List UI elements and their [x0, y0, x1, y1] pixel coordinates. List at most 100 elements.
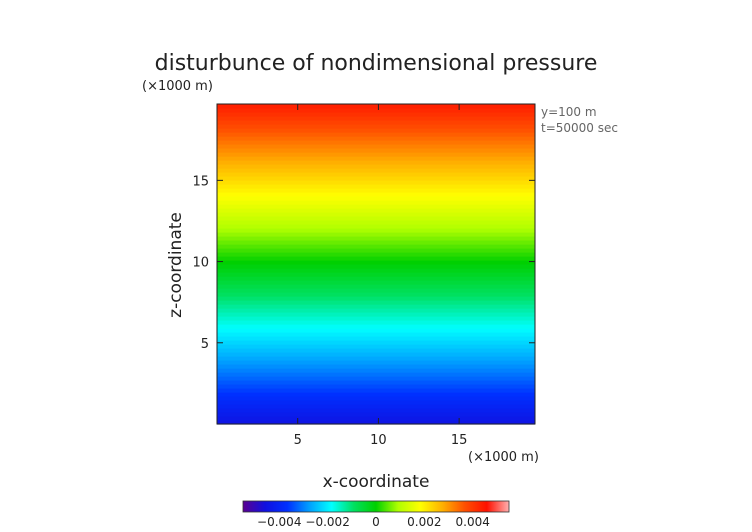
heatmap-cell	[217, 160, 535, 165]
heatmap-cell	[217, 324, 535, 329]
heatmap-cell	[217, 144, 535, 149]
colorbar-tick-label: 0.002	[407, 515, 441, 529]
y-tick-label: 15	[192, 174, 209, 189]
heatmap-cell	[217, 252, 535, 257]
heatmap-cell	[217, 248, 535, 253]
heatmap-cell	[217, 152, 535, 157]
heatmap-cell	[217, 404, 535, 409]
heatmap-cell	[217, 184, 535, 189]
heatmap-cell	[217, 208, 535, 213]
heatmap-cell	[217, 192, 535, 197]
annotation-y-position: y=100 m	[541, 105, 597, 119]
heatmap-cell	[217, 296, 535, 301]
heatmap-cell	[217, 240, 535, 245]
heatmap-cell	[217, 112, 535, 117]
annotation-time: t=50000 sec	[541, 121, 618, 135]
heatmap-cell	[217, 336, 535, 341]
heatmap-cell	[217, 380, 535, 385]
heatmap-cell	[217, 180, 535, 185]
x-axis-unit: (×1000 m)	[468, 450, 539, 465]
y-tick-label: 10	[192, 256, 209, 271]
heatmap-cell	[217, 392, 535, 397]
colorbar-tick-label: 0.004	[456, 515, 490, 529]
heatmap-cell	[217, 292, 535, 297]
heatmap-cell	[217, 268, 535, 273]
heatmap-cell	[217, 216, 535, 221]
heatmap-cell	[217, 320, 535, 325]
heatmap-cell	[217, 156, 535, 161]
heatmap-cell	[217, 176, 535, 181]
heatmap-cell	[217, 364, 535, 369]
heatmap-cell	[217, 356, 535, 361]
colorbar-tick-label: −0.004	[257, 515, 301, 529]
heatmap-cell	[217, 120, 535, 125]
heatmap-cell	[217, 388, 535, 393]
heatmap-cell	[217, 232, 535, 237]
heatmap-cell	[217, 312, 535, 317]
heatmap-cell	[217, 376, 535, 381]
heatmap-cell	[217, 400, 535, 405]
heatmap-cell	[217, 228, 535, 233]
heatmap-cell	[217, 332, 535, 337]
x-tick-label: 5	[294, 433, 302, 448]
heatmap-cell	[217, 308, 535, 313]
heatmap-cell	[217, 352, 535, 357]
heatmap-cell	[217, 148, 535, 153]
y-axis-unit: (×1000 m)	[142, 79, 213, 94]
heatmap-cell	[217, 260, 535, 265]
heatmap-cell	[217, 360, 535, 365]
heatmap-cell	[217, 244, 535, 249]
heatmap-cell	[217, 116, 535, 121]
heatmap-cell	[217, 408, 535, 413]
x-tick-label: 15	[451, 433, 468, 448]
heatmap-cell	[217, 264, 535, 269]
heatmap-cell	[217, 124, 535, 129]
heatmap-cell	[217, 128, 535, 133]
heatmap-cell	[217, 416, 535, 421]
heatmap-cell	[217, 172, 535, 177]
colorbar-tick-label: 0	[372, 515, 380, 529]
heatmap-cell	[217, 272, 535, 277]
heatmap-cell	[217, 368, 535, 373]
heatmap-cell	[217, 132, 535, 137]
heatmap-cell	[217, 384, 535, 389]
heatmap-cell	[217, 412, 535, 417]
heatmap-cell	[217, 316, 535, 321]
heatmap-cell	[217, 280, 535, 285]
heatmap-cell	[217, 204, 535, 209]
heatmap-cell	[217, 372, 535, 377]
heatmap-cell	[217, 256, 535, 261]
heatmap-cell	[217, 164, 535, 169]
x-axis-label: x-coordinate	[323, 472, 430, 492]
heatmap-cell	[217, 104, 535, 109]
y-axis-label: z-coordinate	[166, 212, 186, 318]
colorbar-ticks: −0.004 −0.002 0 0.002 0.004	[257, 515, 490, 529]
colorbar-tick-label: −0.002	[305, 515, 349, 529]
heatmap-cell	[217, 188, 535, 193]
heatmap-cell	[217, 284, 535, 289]
y-tick-label: 5	[201, 337, 209, 352]
plot-frame	[216, 103, 536, 425]
heatmap-cell	[217, 420, 535, 425]
heatmap-field	[217, 104, 535, 425]
heatmap-cell	[217, 276, 535, 281]
heatmap-cell	[217, 344, 535, 349]
y-axis: 5 10 15	[192, 174, 535, 352]
heatmap-cell	[217, 236, 535, 241]
heatmap-cell	[217, 108, 535, 113]
heatmap-cell	[217, 196, 535, 201]
heatmap-cell	[217, 304, 535, 309]
heatmap-cell	[217, 348, 535, 353]
heatmap-cell	[217, 220, 535, 225]
heatmap-cell	[217, 168, 535, 173]
heatmap-cell	[217, 136, 535, 141]
x-tick-label: 10	[370, 433, 387, 448]
x-axis: 5 10 15	[294, 104, 468, 448]
heatmap-cell	[217, 340, 535, 345]
heatmap-cell	[217, 224, 535, 229]
chart-title: disturbunce of nondimensional pressure	[155, 51, 598, 76]
heatmap-cell	[217, 140, 535, 145]
heatmap-cell	[217, 300, 535, 305]
heatmap-cell	[217, 328, 535, 333]
